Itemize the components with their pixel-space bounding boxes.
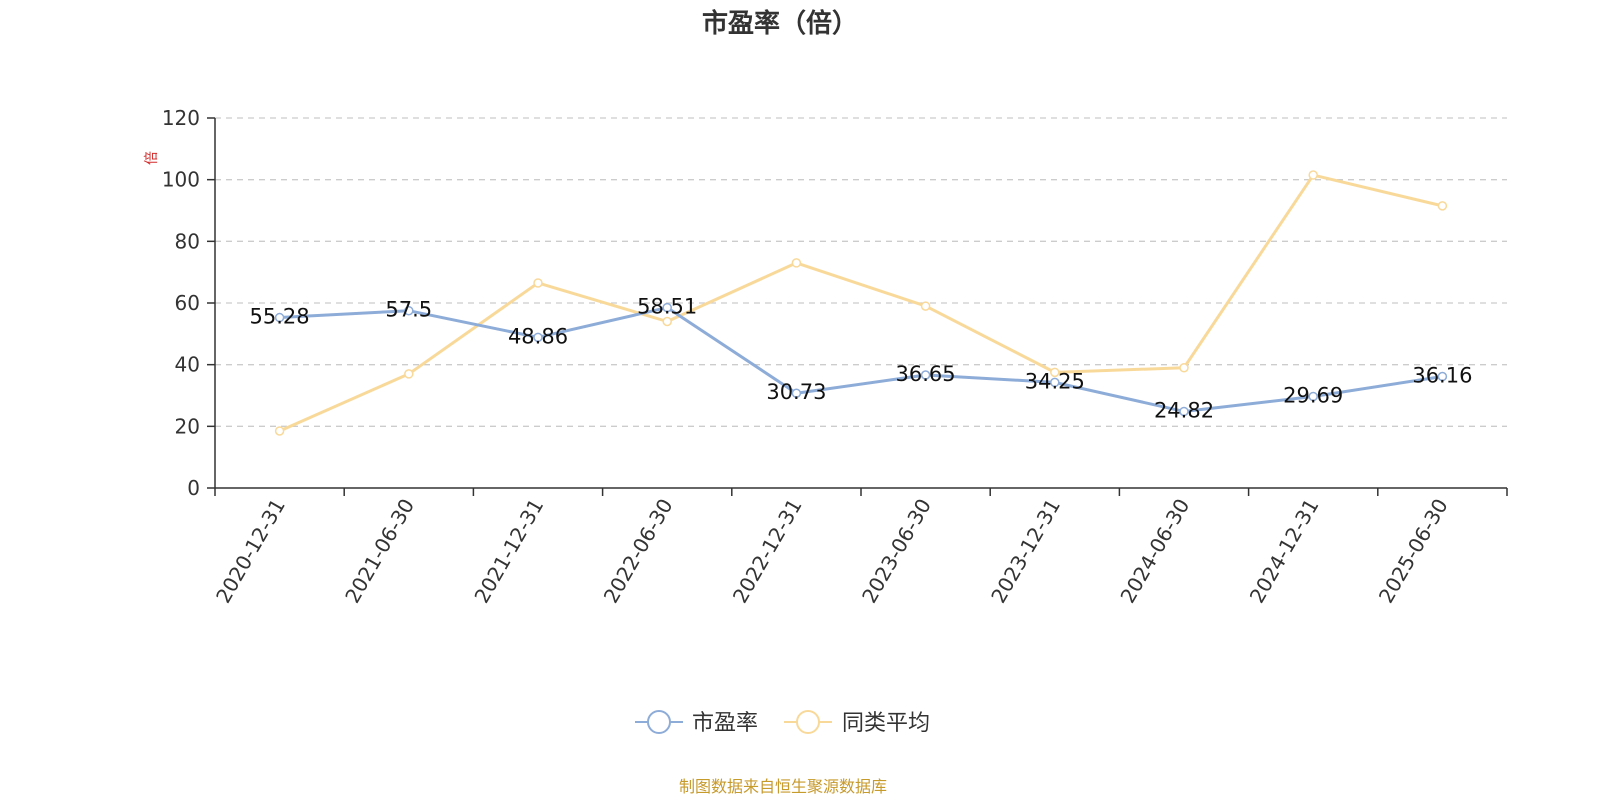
x-tick-label: 2024-12-31 <box>1245 495 1324 608</box>
y-axis-unit-label: 倍 <box>144 151 160 165</box>
data-label: 36.16 <box>1412 364 1472 388</box>
legend-label: 市盈率 <box>692 711 758 736</box>
series-0-point <box>1437 371 1448 382</box>
data-label: 24.82 <box>1154 398 1214 422</box>
x-tick-label: 2022-06-30 <box>599 495 678 608</box>
data-label: 58.51 <box>637 295 697 319</box>
series-0-point <box>791 388 802 398</box>
y-tick-label: 0 <box>187 476 200 500</box>
series-0-point <box>1050 377 1060 388</box>
y-tick-label: 100 <box>162 168 200 192</box>
x-tick-label: 2024-06-30 <box>1115 495 1194 608</box>
data-label: 30.73 <box>766 380 826 404</box>
x-tick-label: 2022-12-31 <box>728 495 807 608</box>
series-1-point <box>404 369 414 379</box>
legend[interactable]: 市盈率 同类平均 <box>635 710 930 736</box>
series-line-1 <box>278 173 1443 433</box>
x-tick-label: 2025-06-30 <box>1374 495 1453 608</box>
data-label: 57.5 <box>385 298 432 322</box>
data-label: 36.65 <box>896 362 956 386</box>
data-label: 48.86 <box>508 324 568 348</box>
data-label: 55.28 <box>250 305 310 329</box>
series-0-point <box>1179 406 1189 417</box>
series-1-point <box>791 258 802 268</box>
series-line-0 <box>279 306 1443 413</box>
x-tick-label: 2021-12-31 <box>469 495 548 608</box>
series-0-point <box>404 305 414 316</box>
series-0-point <box>1308 391 1318 402</box>
data-label: 29.69 <box>1283 383 1343 407</box>
y-tick-label: 80 <box>175 229 200 253</box>
chart-title: 市盈率（倍） <box>702 8 858 39</box>
series-1-point <box>1308 170 1318 180</box>
grid-lines <box>215 117 1507 427</box>
series-0-point <box>662 302 672 313</box>
y-tick-label: 40 <box>175 353 200 377</box>
series-0-point <box>533 332 543 343</box>
series-1-point <box>533 278 543 288</box>
data-label: 34.25 <box>1025 369 1085 393</box>
series-0-point <box>274 312 285 323</box>
x-tick-label: 2020-12-31 <box>211 495 290 608</box>
series-group <box>274 170 1448 436</box>
legend-label: 同类平均 <box>842 711 930 736</box>
series-1-point <box>1437 201 1448 211</box>
legend-item-1[interactable]: 同类平均 <box>784 710 930 736</box>
series-1-point <box>274 426 285 436</box>
series-1-point <box>1050 367 1060 378</box>
data-labels: 55.28 57.5 48.86 58.51 30.73 36.65 34.25 24.82 2… <box>250 295 1473 423</box>
y-axis-ticks: 0 20 40 60 80 100 120 <box>162 106 215 500</box>
series-0-point <box>920 370 931 380</box>
series-1-point <box>920 301 931 311</box>
legend-item-0[interactable]: 市盈率 <box>635 710 758 736</box>
x-tick-label: 2021-06-30 <box>340 495 419 608</box>
legend-marker <box>647 710 671 734</box>
x-axis-ticks: 2020-12-31 2021-06-30 2021-12-31 2022-06-30… <box>211 488 1508 608</box>
source-note: 制图数据来自恒生聚源数据库 <box>679 777 887 796</box>
legend-marker <box>796 710 820 734</box>
y-tick-label: 20 <box>175 414 200 438</box>
y-tick-label: 120 <box>162 106 200 130</box>
series-1-point <box>1179 363 1189 373</box>
y-tick-label: 60 <box>175 291 200 315</box>
series-1-point <box>662 316 672 327</box>
x-tick-label: 2023-06-30 <box>857 495 936 608</box>
x-tick-label: 2023-12-31 <box>986 495 1065 608</box>
